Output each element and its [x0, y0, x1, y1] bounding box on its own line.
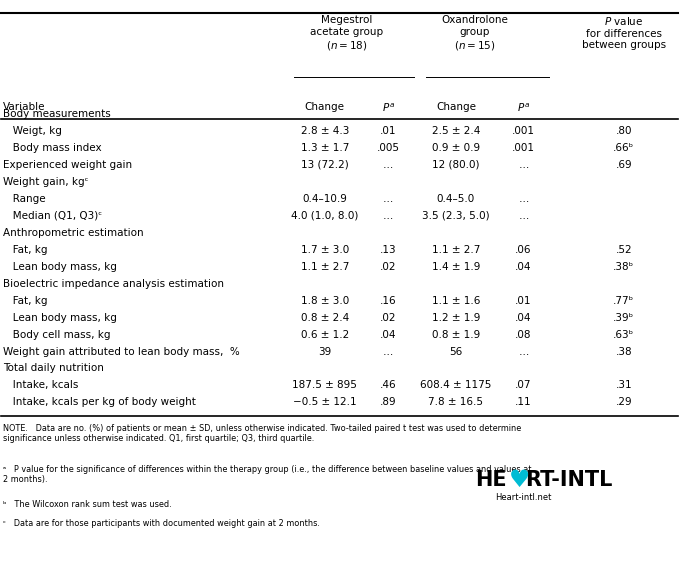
Text: …: … [518, 194, 528, 204]
Text: ♥: ♥ [509, 468, 530, 492]
Text: Lean body mass, kg: Lean body mass, kg [3, 313, 116, 323]
Text: RT-INTL: RT-INTL [525, 469, 612, 490]
Text: .31: .31 [616, 380, 632, 391]
Text: 608.4 ± 1175: 608.4 ± 1175 [420, 380, 492, 391]
Text: .06: .06 [516, 244, 532, 255]
Text: .02: .02 [380, 313, 396, 323]
Text: Range: Range [3, 194, 46, 204]
Text: 4.0 (1.0, 8.0): 4.0 (1.0, 8.0) [291, 211, 358, 221]
Text: Body measurements: Body measurements [3, 109, 110, 119]
Text: 39: 39 [318, 347, 332, 357]
Text: Body cell mass, kg: Body cell mass, kg [3, 329, 110, 339]
Text: …: … [518, 347, 528, 357]
Text: Heart-intl.net: Heart-intl.net [495, 492, 552, 502]
Text: .38: .38 [616, 347, 632, 357]
Text: Median (Q1, Q3)ᶜ: Median (Q1, Q3)ᶜ [3, 211, 102, 221]
Text: Anthropometric estimation: Anthropometric estimation [3, 228, 144, 238]
Text: ᵃ   P value for the significance of differences within the therapy group (i.e., : ᵃ P value for the significance of differ… [3, 465, 531, 484]
Text: 1.3 ± 1.7: 1.3 ± 1.7 [300, 143, 349, 153]
Text: Variable: Variable [3, 102, 45, 112]
Text: …: … [383, 194, 394, 204]
Text: Total daily nutrition: Total daily nutrition [3, 364, 104, 373]
Text: 1.7 ± 3.0: 1.7 ± 3.0 [300, 244, 349, 255]
Text: $P$ value
for differences
between groups: $P$ value for differences between groups [582, 15, 666, 50]
Text: .001: .001 [512, 143, 535, 153]
Text: .69: .69 [616, 160, 632, 170]
Text: $P^{a}$: $P^{a}$ [382, 102, 395, 114]
Text: …: … [383, 347, 394, 357]
Text: …: … [383, 160, 394, 170]
Text: 0.4–5.0: 0.4–5.0 [437, 194, 475, 204]
Text: Bioelectric impedance analysis estimation: Bioelectric impedance analysis estimatio… [3, 279, 224, 288]
Text: Fat, kg: Fat, kg [3, 244, 47, 255]
Text: .80: .80 [616, 126, 632, 136]
Text: NOTE.   Data are no. (%) of patients or mean ± SD, unless otherwise indicated. T: NOTE. Data are no. (%) of patients or me… [3, 424, 521, 443]
Text: $P^{a}$: $P^{a}$ [517, 102, 530, 114]
Text: 0.8 ± 1.9: 0.8 ± 1.9 [432, 329, 480, 339]
Text: ᶜ   Data are for those participants with documented weight gain at 2 months.: ᶜ Data are for those participants with d… [3, 518, 319, 528]
Text: .01: .01 [516, 295, 532, 306]
Text: .02: .02 [380, 262, 396, 272]
Text: Intake, kcals per kg of body weight: Intake, kcals per kg of body weight [3, 398, 195, 407]
Text: .66ᵇ: .66ᵇ [613, 143, 634, 153]
Text: .77ᵇ: .77ᵇ [613, 295, 634, 306]
Text: 1.1 ± 2.7: 1.1 ± 2.7 [432, 244, 480, 255]
Text: .04: .04 [380, 329, 396, 339]
Text: .13: .13 [380, 244, 396, 255]
Text: −0.5 ± 12.1: −0.5 ± 12.1 [293, 398, 357, 407]
Text: ᵇ   The Wilcoxon rank sum test was used.: ᵇ The Wilcoxon rank sum test was used. [3, 499, 172, 509]
Text: 0.4–10.9: 0.4–10.9 [302, 194, 347, 204]
Text: 3.5 (2.3, 5.0): 3.5 (2.3, 5.0) [422, 211, 490, 221]
Text: 1.2 ± 1.9: 1.2 ± 1.9 [432, 313, 480, 323]
Text: Change: Change [436, 102, 476, 112]
Text: .04: .04 [516, 262, 532, 272]
Text: Oxandrolone
group
$(n = 15)$: Oxandrolone group $(n = 15)$ [441, 15, 508, 51]
Text: 1.1 ± 2.7: 1.1 ± 2.7 [300, 262, 349, 272]
Text: Experienced weight gain: Experienced weight gain [3, 160, 132, 170]
Text: .52: .52 [616, 244, 632, 255]
Text: Weight gain attributed to lean body mass,  %: Weight gain attributed to lean body mass… [3, 347, 240, 357]
Text: Intake, kcals: Intake, kcals [3, 380, 78, 391]
Text: …: … [383, 211, 394, 221]
Text: .38ᵇ: .38ᵇ [613, 262, 634, 272]
Text: .005: .005 [377, 143, 400, 153]
Text: Change: Change [304, 102, 345, 112]
Text: 1.1 ± 1.6: 1.1 ± 1.6 [432, 295, 480, 306]
Text: HE: HE [475, 469, 507, 490]
Text: Fat, kg: Fat, kg [3, 295, 47, 306]
Text: …: … [518, 160, 528, 170]
Text: 2.8 ± 4.3: 2.8 ± 4.3 [300, 126, 349, 136]
Text: 0.9 ± 0.9: 0.9 ± 0.9 [432, 143, 480, 153]
Text: .01: .01 [380, 126, 396, 136]
Text: 12 (80.0): 12 (80.0) [432, 160, 479, 170]
Text: 7.8 ± 16.5: 7.8 ± 16.5 [428, 398, 484, 407]
Text: 1.8 ± 3.0: 1.8 ± 3.0 [300, 295, 349, 306]
Text: .39ᵇ: .39ᵇ [613, 313, 634, 323]
Text: 1.4 ± 1.9: 1.4 ± 1.9 [432, 262, 480, 272]
Text: 2.5 ± 2.4: 2.5 ± 2.4 [432, 126, 480, 136]
Text: 187.5 ± 895: 187.5 ± 895 [292, 380, 357, 391]
Text: .46: .46 [380, 380, 396, 391]
Text: .29: .29 [616, 398, 632, 407]
Text: 13 (72.2): 13 (72.2) [301, 160, 349, 170]
Text: 0.6 ± 1.2: 0.6 ± 1.2 [300, 329, 349, 339]
Text: .08: .08 [516, 329, 532, 339]
Text: Lean body mass, kg: Lean body mass, kg [3, 262, 116, 272]
Text: .07: .07 [516, 380, 532, 391]
Text: 0.8 ± 2.4: 0.8 ± 2.4 [300, 313, 349, 323]
Text: Weigt, kg: Weigt, kg [3, 126, 61, 136]
Text: Weight gain, kgᶜ: Weight gain, kgᶜ [3, 177, 89, 187]
Text: 56: 56 [449, 347, 462, 357]
Text: …: … [518, 211, 528, 221]
Text: .63ᵇ: .63ᵇ [613, 329, 634, 339]
Text: Body mass index: Body mass index [3, 143, 101, 153]
Text: .16: .16 [380, 295, 396, 306]
Text: .89: .89 [380, 398, 396, 407]
Text: .001: .001 [512, 126, 535, 136]
Text: .11: .11 [516, 398, 532, 407]
Text: Megestrol
acetate group
$(n = 18)$: Megestrol acetate group $(n = 18)$ [310, 15, 383, 51]
Text: .04: .04 [516, 313, 532, 323]
